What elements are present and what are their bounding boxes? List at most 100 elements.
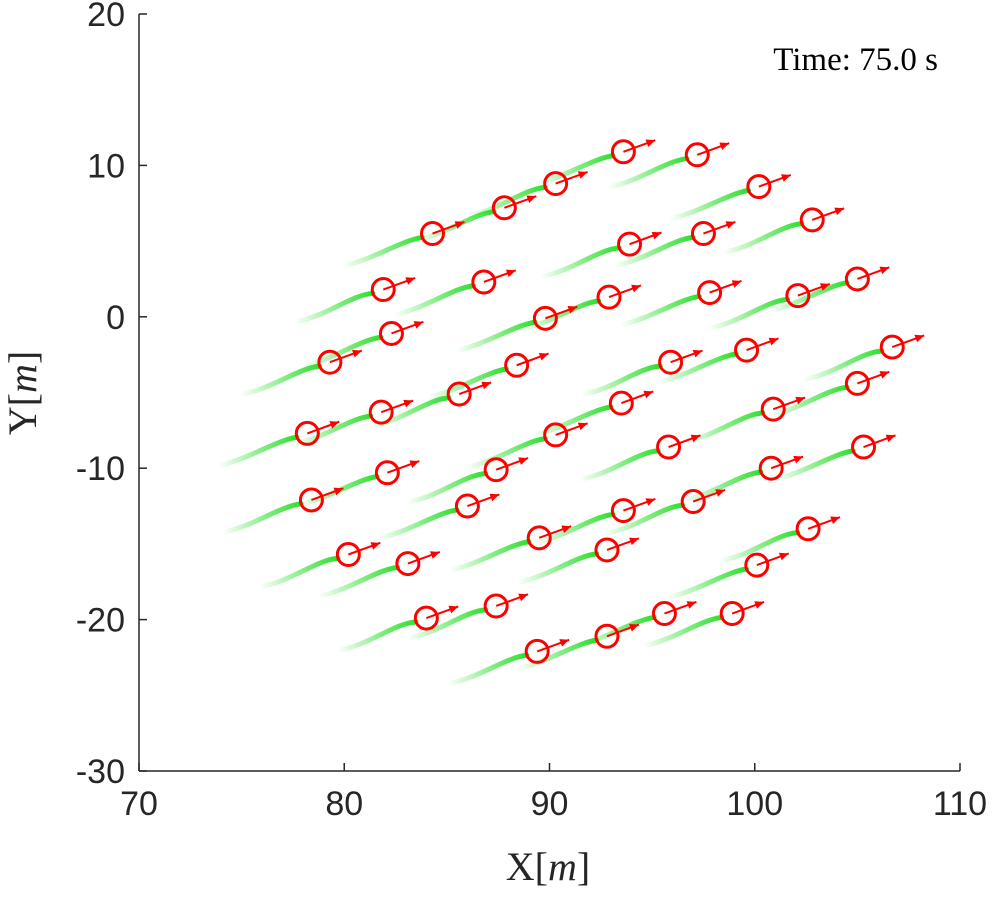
agent-trail [256, 555, 341, 590]
agent-trail [445, 652, 530, 687]
agent-arrow-head [643, 390, 654, 399]
agent-marker [532, 305, 558, 331]
agent-trail [537, 245, 622, 280]
agent-trail [515, 637, 600, 672]
x-axis-title-main: X [506, 844, 535, 889]
agent-trail [529, 404, 614, 439]
agent-trail [771, 448, 856, 482]
agent-trail [316, 564, 401, 599]
agent-arrow-head [567, 306, 578, 314]
agent-trail [531, 511, 616, 546]
agent-trail [578, 363, 663, 398]
agent-trail [515, 551, 600, 585]
agent-trail [404, 470, 489, 505]
agent-marker [799, 207, 825, 233]
agent-marker [760, 396, 786, 422]
agent-trail [576, 448, 661, 482]
agent-arrow-head [914, 334, 925, 343]
x-ticks: 70 80 90 100 110 [120, 763, 987, 823]
agent-trail [706, 296, 791, 331]
agent-trail [716, 530, 801, 564]
agent-marker [504, 352, 530, 378]
agent-trail [800, 348, 885, 383]
agent-trail [601, 502, 686, 537]
agent-marker [596, 284, 622, 310]
agent-trail [291, 290, 376, 325]
agent-marker [413, 605, 439, 631]
y-tick-label: 20 [87, 0, 125, 34]
agent-marker [524, 638, 550, 664]
agent-marker [446, 381, 472, 407]
agent-trail [463, 184, 548, 219]
y-tick-label: 0 [106, 299, 125, 337]
agent-arrow-head [778, 552, 789, 561]
agent-marker [610, 498, 636, 524]
agent-arrow-head [629, 537, 639, 546]
agent-marker [680, 489, 706, 515]
agent-arrow-head [879, 371, 890, 379]
agent-trail [334, 619, 419, 654]
agent-trail [765, 280, 850, 314]
agent-arrow-head [768, 337, 779, 346]
agent-marker [785, 283, 811, 309]
agent-marker [746, 174, 772, 200]
agent-marker [651, 601, 677, 627]
agent-arrow-head [690, 434, 701, 443]
x-tick-label: 80 [325, 785, 363, 823]
agent-marker [594, 623, 620, 649]
agent-arrow-head [518, 593, 529, 602]
y-tick-label: 10 [87, 147, 125, 185]
agent-arrow-head [725, 221, 736, 229]
agent-trail [219, 501, 304, 535]
agent-trail [654, 351, 739, 386]
y-ticks: 20 10 0 -10 -20 -30 [76, 0, 147, 791]
agent-trail [617, 293, 702, 328]
agent-arrow-head [731, 280, 742, 288]
agent-marker [374, 460, 400, 486]
agent-marker [483, 457, 509, 483]
agent-marker [454, 493, 480, 519]
agent-arrow-head [538, 352, 549, 361]
agent-trail [640, 614, 725, 649]
agent-marker [734, 337, 760, 363]
agent-arrow-head [561, 525, 572, 534]
x-axis-title-open: [ [535, 844, 548, 889]
agent-trail [289, 413, 374, 448]
agent-arrow-head [686, 601, 697, 609]
agent-marker [594, 537, 620, 563]
agent-marker [471, 269, 497, 295]
agent-trail [667, 187, 752, 222]
agent-trail [765, 384, 850, 419]
agent-marker [543, 171, 569, 197]
agent-arrow-head [489, 493, 500, 502]
x-axis-title-unit: m [548, 844, 577, 889]
agent-marker [844, 370, 870, 396]
y-axis-title-close: ] [0, 351, 45, 364]
y-axis-title-open: [ [0, 393, 45, 406]
y-axis-title-main: Y [0, 406, 45, 435]
agent-marker [294, 420, 320, 446]
agent-trail [665, 566, 749, 601]
agent-arrow-head [329, 421, 340, 429]
agent-marker [684, 142, 710, 168]
agent-arrow-head [651, 231, 662, 240]
agent-arrow-head [830, 516, 841, 524]
agent-marker [317, 349, 343, 375]
agent-arrow-head [631, 284, 641, 293]
agent-marker [617, 231, 643, 257]
agent-arrow-head [454, 221, 465, 229]
agent-marker [491, 195, 517, 221]
agent-arrow-head [793, 455, 804, 464]
x-tick-label: 70 [120, 785, 158, 823]
agent-arrow-head [795, 396, 806, 405]
agent-arrow-head [715, 489, 726, 497]
agent-arrow-head [754, 601, 765, 609]
agent-marker [483, 593, 509, 619]
agent-trail [720, 221, 805, 255]
agent-arrow-head [645, 139, 656, 147]
agent-arrow-head [577, 422, 588, 431]
agent-trail [299, 334, 384, 369]
agent-trail [340, 234, 425, 269]
agent-marker [656, 434, 682, 460]
